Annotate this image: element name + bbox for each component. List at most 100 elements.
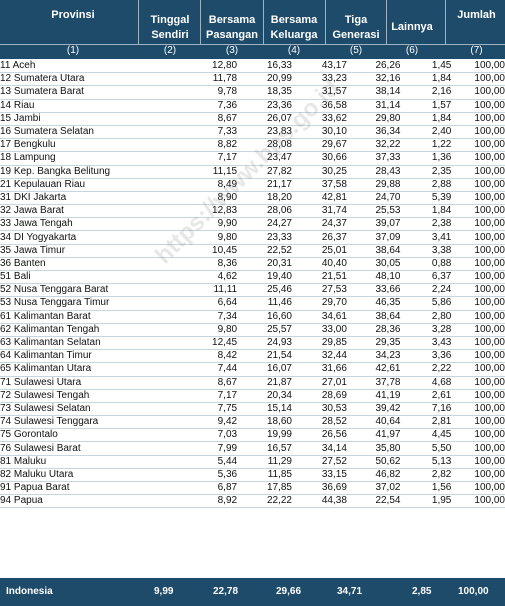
bersama-pasangan-cell: 15,14 — [237, 402, 292, 417]
tinggal-sendiri-cell: 8,67 — [174, 376, 238, 390]
tiga-generasi-cell: 34,23 — [346, 349, 401, 364]
jumlah-cell: 100,00 — [451, 310, 505, 324]
table-row: 21 Kepulauan Riau 8,49 21,17 37,58 29,88 2,88… — [0, 178, 505, 192]
table-row: 13 Sumatera Barat 9,78 18,35 31,57 38,14 2,16… — [0, 85, 505, 100]
bersama-keluarga-cell: 34,61 — [291, 310, 347, 324]
lainnya-cell: 1,84 — [400, 204, 452, 219]
footer-value: 9,99 — [154, 586, 174, 597]
bersama-pasangan-cell: 22,52 — [237, 244, 292, 258]
province-cell: 75 Gorontalo — [0, 428, 175, 443]
lainnya-cell: 5,50 — [400, 441, 452, 456]
tinggal-sendiri-cell: 9,80 — [174, 230, 238, 245]
jumlah-cell: 100,00 — [451, 415, 505, 430]
bersama-keluarga-cell: 43,17 — [291, 60, 347, 74]
table-row: 64 Kalimantan Timur 8,42 21,54 32,44 34,23 3,… — [0, 349, 505, 364]
lainnya-cell: 5,86 — [400, 296, 452, 311]
lainnya-cell: 2,61 — [400, 389, 452, 403]
tiga-generasi-cell: 25,53 — [346, 204, 401, 219]
jumlah-cell: 100,00 — [451, 217, 505, 232]
tiga-generasi-cell: 33,66 — [346, 283, 401, 298]
tinggal-sendiri-cell: 7,99 — [174, 441, 238, 456]
header-lainnya: Lainnya — [391, 21, 433, 33]
jumlah-cell: 100,00 — [451, 323, 505, 337]
footer-value: 29,66 — [276, 586, 302, 597]
table-row: 16 Sumatera Selatan 7,33 23,83 30,10 36,34 2,… — [0, 125, 505, 140]
bersama-keluarga-cell: 30,53 — [291, 402, 347, 417]
tiga-generasi-cell: 38,64 — [346, 244, 401, 258]
table-row: 11 Aceh 12,80 16,33 43,17 26,26 1,45 100,00 — [0, 60, 505, 74]
jumlah-cell: 100,00 — [451, 125, 505, 140]
tinggal-sendiri-cell: 7,75 — [174, 402, 238, 417]
table-row: 14 Riau 7,36 23,36 36,58 31,14 1,57 100,00 — [0, 99, 505, 113]
tiga-generasi-cell: 32,16 — [346, 72, 401, 87]
table-row: 63 Kalimantan Selatan 12,45 24,93 29,85 29,3… — [0, 336, 505, 351]
province-cell: 73 Sulawesi Selatan — [0, 402, 175, 417]
province-cell: 31 DKI Jakarta — [0, 191, 175, 206]
bersama-pasangan-cell: 28,06 — [237, 204, 292, 219]
province-cell: 91 Papua Barat — [0, 481, 175, 496]
jumlah-cell: 100,00 — [451, 151, 505, 166]
table-row: 53 Nusa Tenggara Timur 6,64 11,46 29,70 46,3… — [0, 296, 505, 311]
lainnya-cell: 5,39 — [400, 191, 452, 206]
bersama-pasangan-cell: 23,47 — [237, 151, 292, 166]
bersama-keluarga-cell: 30,66 — [291, 151, 347, 166]
lainnya-cell: 2,80 — [400, 310, 452, 324]
footer-value: 34,71 — [337, 586, 363, 597]
tiga-generasi-cell: 29,88 — [346, 178, 401, 192]
lainnya-cell: 1,57 — [400, 99, 452, 113]
bersama-pasangan-cell: 24,27 — [237, 217, 292, 232]
province-cell: 72 Sulawesi Tengah — [0, 389, 175, 403]
bersama-keluarga-cell: 31,66 — [291, 362, 347, 377]
bersama-keluarga-cell: 29,85 — [291, 336, 347, 351]
jumlah-cell: 100,00 — [451, 428, 505, 443]
header-bersama-pasangan: Bersama Pasangan — [206, 14, 258, 41]
bersama-keluarga-cell: 28,69 — [291, 389, 347, 403]
table-row: 12 Sumatera Utara 11,78 20,99 33,23 32,16 1,8… — [0, 72, 505, 87]
tiga-generasi-cell: 37,33 — [346, 151, 401, 166]
tinggal-sendiri-cell: 7,17 — [174, 151, 238, 166]
bersama-keluarga-cell: 28,52 — [291, 415, 347, 430]
province-cell: 62 Kalimantan Tengah — [0, 323, 175, 337]
province-cell: 36 Banten — [0, 257, 175, 272]
table-row: 72 Sulawesi Tengah 7,17 20,34 28,69 41,19 2,6… — [0, 389, 505, 403]
lainnya-cell: 2,38 — [400, 217, 452, 232]
jumlah-cell: 100,00 — [451, 60, 505, 74]
table-row: 34 DI Yogyakarta 9,80 23,33 26,37 37,09 3,41 1… — [0, 230, 505, 245]
tiga-generasi-cell: 22,54 — [346, 494, 401, 509]
bersama-keluarga-cell: 25,01 — [291, 244, 347, 258]
province-cell: 61 Kalimantan Barat — [0, 310, 175, 324]
jumlah-cell: 100,00 — [451, 494, 505, 509]
jumlah-cell: 100,00 — [451, 191, 505, 206]
province-cell: 71 Sulawesi Utara — [0, 376, 175, 390]
jumlah-cell: 100,00 — [451, 178, 505, 192]
tinggal-sendiri-cell: 12,80 — [174, 60, 238, 74]
province-cell: 17 Bengkulu — [0, 138, 175, 153]
header-bersama-keluarga: Bersama Keluarga — [270, 14, 318, 41]
table-row: 18 Lampung 7,17 23,47 30,66 37,33 1,36 100,00 — [0, 151, 505, 166]
tiga-generasi-cell: 30,05 — [346, 257, 401, 272]
bersama-keluarga-cell: 21,51 — [291, 270, 347, 285]
lainnya-cell: 3,36 — [400, 349, 452, 364]
lainnya-cell: 2,81 — [400, 415, 452, 430]
lainnya-cell: 2,88 — [400, 178, 452, 192]
tiga-generasi-cell: 29,80 — [346, 112, 401, 126]
bersama-keluarga-cell: 31,74 — [291, 204, 347, 219]
tiga-generasi-cell: 38,64 — [346, 310, 401, 324]
footer-value: 22,78 — [213, 586, 239, 597]
bersama-keluarga-cell: 44,38 — [291, 494, 347, 509]
header-divider — [263, 0, 264, 44]
jumlah-cell: 100,00 — [451, 244, 505, 258]
column-number: (4) — [287, 45, 301, 56]
table-row: 31 DKI Jakarta 8,90 18,20 42,81 24,70 5,39 100… — [0, 191, 505, 206]
province-cell: 74 Sulawesi Tenggara — [0, 415, 175, 430]
table-row: 15 Jambi 8,67 26,07 33,62 29,80 1,84 100,00 — [0, 112, 505, 126]
tiga-generasi-cell: 46,35 — [346, 296, 401, 311]
lainnya-cell: 6,37 — [400, 270, 452, 285]
province-cell: 16 Sumatera Selatan — [0, 125, 175, 140]
tinggal-sendiri-cell: 4,62 — [174, 270, 238, 285]
tiga-generasi-cell: 37,09 — [346, 230, 401, 245]
bersama-pasangan-cell: 23,83 — [237, 125, 292, 140]
table-row: 52 Nusa Tenggara Barat 11,11 25,46 27,53 33,… — [0, 283, 505, 298]
table-row: 36 Banten 8,36 20,31 40,40 30,05 0,88 100,00 — [0, 257, 505, 272]
